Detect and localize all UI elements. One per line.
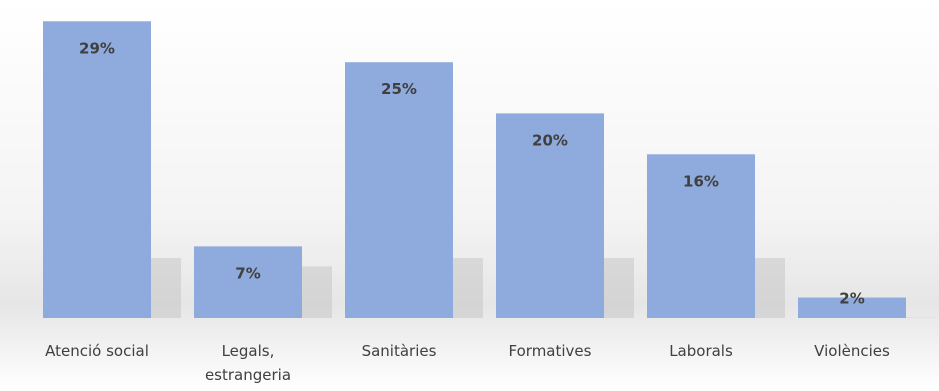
x-axis-tick-labels: Atenció social Legals, estrangeria Sanitàri… [45,342,890,384]
bar-shadow [604,258,634,318]
x-tick-label-3: Formatives [509,342,592,360]
data-label-0: 29% [79,39,115,57]
x-tick-label-0: Atenció social [45,342,149,360]
bar-shadow [755,258,785,318]
x-tick-label-1: Legals, estrangeria [205,342,291,384]
bar-2 [345,62,453,319]
data-label-4: 16% [683,172,719,190]
bar-3 [496,113,604,318]
bars [43,21,906,319]
bar-1 [194,246,302,318]
x-tick-label-4: Laborals [669,342,733,360]
bar-4 [647,154,755,318]
bar-0 [43,21,151,319]
bar-shadows [151,258,936,318]
bar-shadow [151,258,181,318]
data-label-1: 7% [235,264,260,282]
data-label-5: 2% [839,290,864,308]
data-label-3: 20% [532,131,568,149]
bar-shadow [302,266,332,318]
data-label-2: 25% [381,80,417,98]
x-tick-label-2: Sanitàries [362,342,437,360]
data-labels: 29% 7% 25% 20% 16% 2% [79,39,865,307]
x-tick-label-5: Violències [814,342,890,360]
bar-5 [798,297,906,318]
bar-shadow [453,258,483,318]
